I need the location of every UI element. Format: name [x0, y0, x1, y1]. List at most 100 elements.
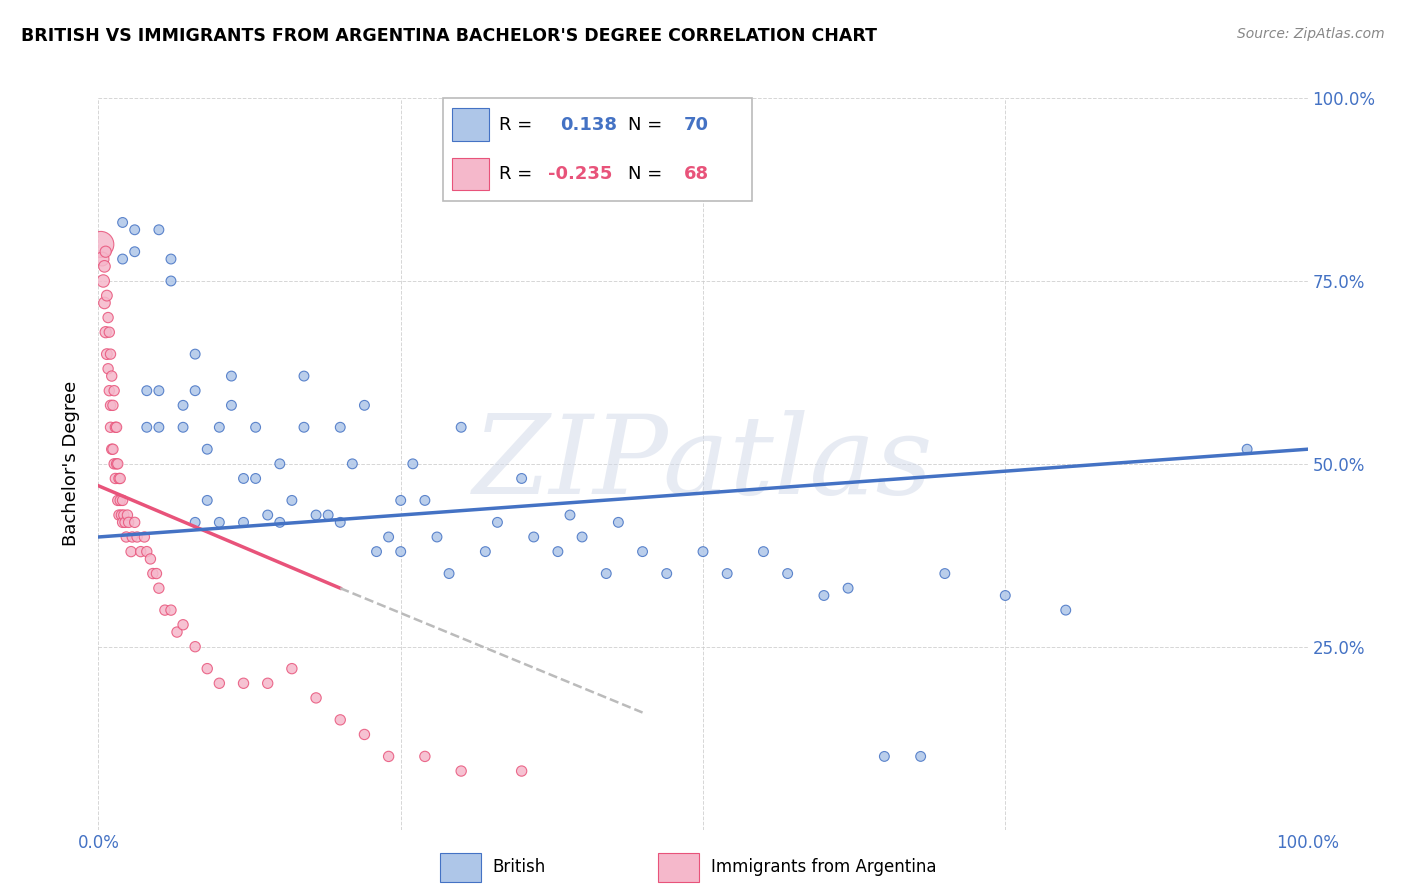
Point	[110, 508, 132, 522]
Point	[100, 420, 122, 434]
Point	[353, 727, 375, 741]
Point	[104, 471, 127, 485]
Point	[232, 471, 254, 485]
Point	[97, 361, 120, 376]
Point	[221, 369, 243, 384]
Point	[208, 420, 231, 434]
Point	[124, 223, 146, 237]
Text: R =: R =	[499, 165, 531, 183]
Point	[329, 420, 352, 434]
Point	[160, 274, 183, 288]
Text: R =: R =	[499, 116, 531, 134]
Point	[100, 369, 122, 384]
Text: Immigrants from Argentina: Immigrants from Argentina	[711, 858, 936, 877]
Point	[104, 420, 127, 434]
Point	[93, 296, 115, 310]
Point	[148, 223, 170, 237]
Point	[389, 544, 412, 558]
Point	[752, 544, 775, 558]
Point	[107, 493, 129, 508]
Point	[148, 581, 170, 595]
Point	[256, 676, 278, 690]
Point	[232, 516, 254, 530]
Point	[172, 420, 194, 434]
Point	[105, 420, 128, 434]
Point	[232, 676, 254, 690]
Point	[184, 384, 207, 398]
Point	[135, 544, 157, 558]
Y-axis label: Bachelor's Degree: Bachelor's Degree	[62, 381, 80, 547]
Point	[813, 589, 835, 603]
Point	[837, 581, 859, 595]
Point	[377, 749, 399, 764]
Point	[776, 566, 799, 581]
Point	[142, 566, 165, 581]
Point	[305, 508, 328, 522]
Point	[96, 347, 118, 361]
Point	[245, 420, 267, 434]
Point	[342, 457, 364, 471]
Point	[134, 530, 156, 544]
Text: 70: 70	[685, 116, 709, 134]
Point	[108, 493, 131, 508]
Point	[558, 508, 581, 522]
Point	[269, 457, 291, 471]
Point	[139, 552, 162, 566]
Point	[486, 516, 509, 530]
Point	[221, 398, 243, 412]
Text: -0.235: -0.235	[548, 165, 613, 183]
Point	[413, 493, 436, 508]
Point	[160, 252, 183, 266]
Point	[184, 347, 207, 361]
Bar	[453, 108, 489, 141]
Point	[172, 398, 194, 412]
Point	[115, 530, 138, 544]
Point	[111, 516, 134, 530]
Text: British: British	[492, 858, 546, 877]
Point	[94, 325, 117, 339]
Point	[184, 516, 207, 530]
Point	[281, 662, 304, 676]
Point	[1236, 442, 1258, 457]
Point	[692, 544, 714, 558]
Point	[101, 398, 124, 412]
Point	[172, 617, 194, 632]
Point	[91, 274, 114, 288]
Point	[195, 493, 218, 508]
Point	[166, 625, 188, 640]
Point	[402, 457, 425, 471]
Point	[450, 764, 472, 778]
Point	[269, 516, 291, 530]
Point	[91, 252, 114, 266]
Point	[117, 508, 139, 522]
Point	[118, 516, 141, 530]
Point	[510, 471, 533, 485]
Point	[208, 516, 231, 530]
Point	[547, 544, 569, 558]
Point	[450, 420, 472, 434]
Point	[316, 508, 339, 522]
Point	[100, 398, 122, 412]
Point	[292, 420, 315, 434]
Bar	[440, 854, 481, 881]
Point	[474, 544, 496, 558]
Point	[105, 457, 128, 471]
Point	[437, 566, 460, 581]
Text: Source: ZipAtlas.com: Source: ZipAtlas.com	[1237, 27, 1385, 41]
Point	[184, 640, 207, 654]
Point	[135, 420, 157, 434]
Point	[90, 237, 112, 252]
Point	[910, 749, 932, 764]
Text: N =: N =	[628, 165, 662, 183]
Point	[329, 516, 352, 530]
Point	[145, 566, 167, 581]
Point	[108, 471, 131, 485]
Point	[292, 369, 315, 384]
Point	[100, 347, 122, 361]
Point	[329, 713, 352, 727]
Point	[94, 244, 117, 259]
Text: ZIPatlas: ZIPatlas	[472, 410, 934, 517]
Text: BRITISH VS IMMIGRANTS FROM ARGENTINA BACHELOR'S DEGREE CORRELATION CHART: BRITISH VS IMMIGRANTS FROM ARGENTINA BAC…	[21, 27, 877, 45]
Text: N =: N =	[628, 116, 662, 134]
Point	[195, 662, 218, 676]
